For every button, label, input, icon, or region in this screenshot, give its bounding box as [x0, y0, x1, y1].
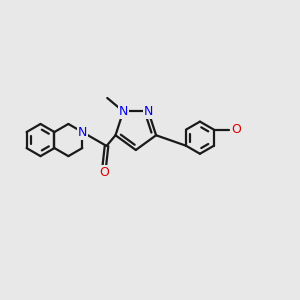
- Text: N: N: [118, 105, 128, 118]
- Text: O: O: [99, 166, 109, 178]
- Text: O: O: [232, 123, 242, 136]
- Text: N: N: [78, 125, 87, 139]
- Text: N: N: [144, 105, 153, 118]
